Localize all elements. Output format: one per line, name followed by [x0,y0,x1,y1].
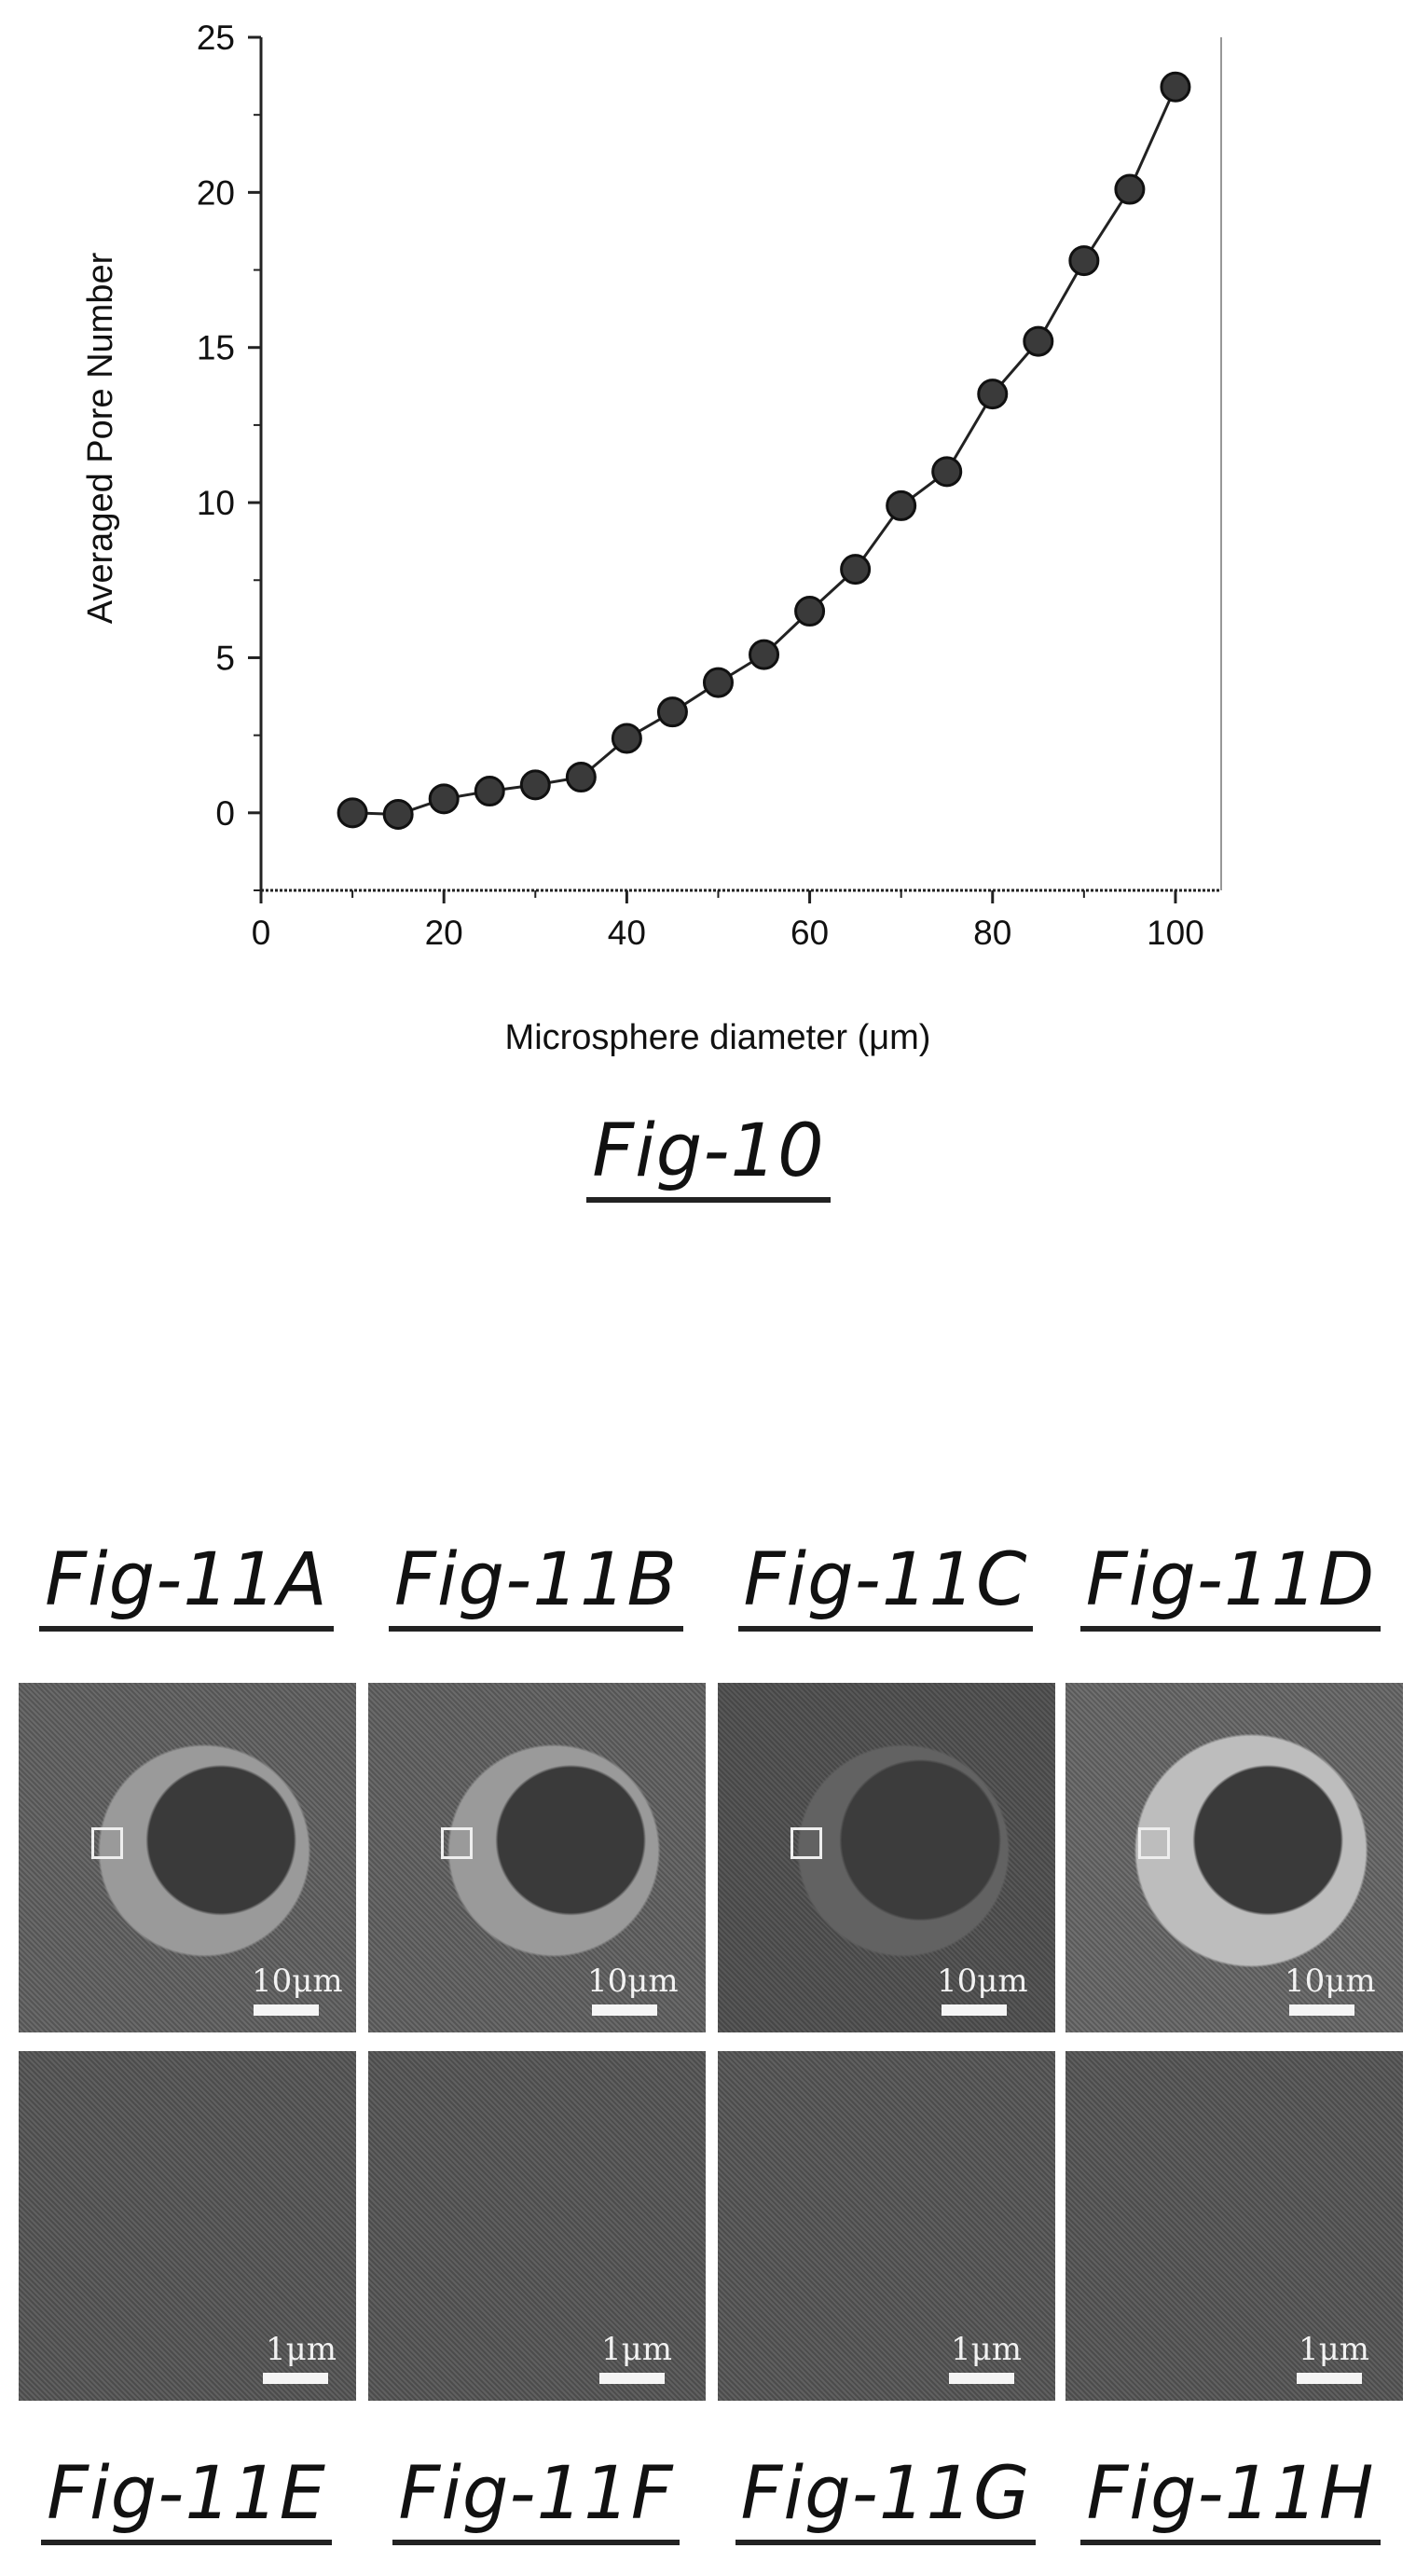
data-point [1160,71,1191,103]
data-point [1023,325,1054,357]
sem-image-e: 1μm [19,2051,356,2401]
fig11h-label: Fig-11H [1072,2452,1389,2545]
x-tick-label: 80 [973,914,1011,952]
scale-label: 10μm [1285,1963,1376,2000]
data-point [656,696,688,728]
scale-label: 1μm [266,2331,337,2368]
scale-bar [254,2004,319,2016]
y-tick-label: 20 [197,173,235,212]
data-point [702,667,734,698]
data-point [337,797,368,829]
scale-label: 10μm [252,1963,343,2000]
data-point [1114,173,1146,205]
fig11a-label: Fig-11A [28,1538,345,1632]
x-axis-title: Microsphere diameter (μm) [505,1018,931,1057]
plot-frame [259,37,1222,892]
sem-image-g: 1μm [718,2051,1055,2401]
data-points [337,71,1191,830]
data-point [382,798,414,830]
scale-label: 10μm [587,1963,679,2000]
data-point [886,489,917,521]
fig11e-label: Fig-11E [28,2452,345,2545]
data-point [931,456,963,488]
data-point [794,596,826,627]
sem-image-b: 10μm [368,1683,706,2032]
fig11c-label: Fig-11C [727,1538,1044,1632]
x-tick-label: 0 [252,914,271,952]
y-tick-label: 15 [197,329,235,367]
data-point [977,379,1009,410]
sem-image-a: 10μm [19,1683,356,2032]
data-point [1068,245,1100,277]
x-tick-label: 100 [1147,914,1204,952]
sem-image-f: 1μm [368,2051,706,2401]
scale-label: 1μm [1299,2331,1369,2368]
series-line [352,86,1177,817]
roi-box [790,1827,822,1859]
sem-image-c: 10μm [718,1683,1055,2032]
scale-bar [942,2004,1007,2016]
sem-image-h: 1μm [1065,2051,1403,2401]
scale-bar [949,2373,1014,2384]
scale-bar [1289,2004,1354,2016]
data-point [840,554,872,585]
roi-box [1138,1827,1170,1859]
data-point [428,783,460,815]
fig11d-label: Fig-11D [1072,1538,1389,1632]
scale-label: 1μm [601,2331,672,2368]
y-tick-label: 5 [215,639,235,677]
fig11f-label: Fig-11F [378,2452,694,2545]
fig10-chart: 0 5 10 15 20 25 0 20 40 60 80 100 Averaged Pore Nu… [81,19,1222,1057]
x-axis-ticks: 0 20 40 60 80 100 [252,890,1204,952]
fig11g-label: Fig-11G [727,2452,1044,2545]
data-point [565,762,597,793]
roi-box [441,1827,473,1859]
fig11b-label: Fig-11B [378,1538,694,1632]
fig10-label-text: Fig-10 [586,1109,831,1203]
data-point [611,723,642,754]
y-tick-label: 0 [215,794,235,833]
scale-label: 1μm [951,2331,1022,2368]
roi-box [91,1827,123,1859]
scale-bar [1297,2373,1362,2384]
scale-bar [599,2373,665,2384]
scale-bar [263,2373,328,2384]
data-point [749,639,780,670]
sem-image-d: 10μm [1065,1683,1403,2032]
x-tick-label: 60 [790,914,829,952]
scale-bar [592,2004,657,2016]
data-point [474,776,505,807]
x-tick-label: 20 [425,914,463,952]
y-axis-ticks: 0 5 10 15 20 25 [197,19,261,891]
scale-label: 10μm [937,1963,1028,2000]
y-axis-title: Averaged Pore Number [81,252,120,624]
data-point [519,769,551,801]
y-tick-label: 10 [197,484,235,522]
y-tick-label: 25 [197,19,235,57]
fig10-label: Fig-10 [522,1109,895,1203]
x-tick-label: 40 [608,914,646,952]
